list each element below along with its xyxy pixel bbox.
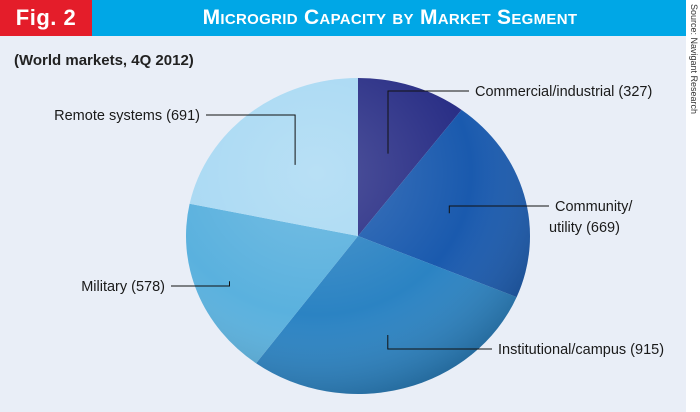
slice-label-2-line-2: utility (669)	[549, 220, 620, 236]
pie-chart: Commercial/industrial (327) Community/uti…	[54, 78, 664, 394]
figure-header: Fig. 2 Microgrid Capacity by Market Segm…	[0, 0, 686, 36]
leader-line-5	[206, 114, 296, 165]
chart-title: Microgrid Capacity by Market Segment	[202, 6, 578, 29]
leader-line-3	[387, 335, 492, 350]
slice-label-3: Institutional/campus (915)	[498, 342, 664, 358]
figure-number-badge: Fig. 2	[0, 0, 92, 36]
slice-label-1: Commercial/industrial (327)	[475, 84, 652, 100]
source-note: Source: Navigant Research	[688, 4, 700, 184]
slice-label-4: Military (578)	[81, 279, 165, 295]
leader-line-2	[448, 205, 549, 214]
leader-line-4	[171, 281, 230, 287]
slice-label-5: Remote systems (691)	[54, 108, 200, 124]
leader-line-1	[387, 90, 469, 154]
source-text: Source: Navigant Research	[689, 4, 699, 115]
slice-label-2-line-1: Community/	[555, 199, 633, 215]
chart-subtitle: (World markets, 4Q 2012)	[14, 52, 194, 69]
